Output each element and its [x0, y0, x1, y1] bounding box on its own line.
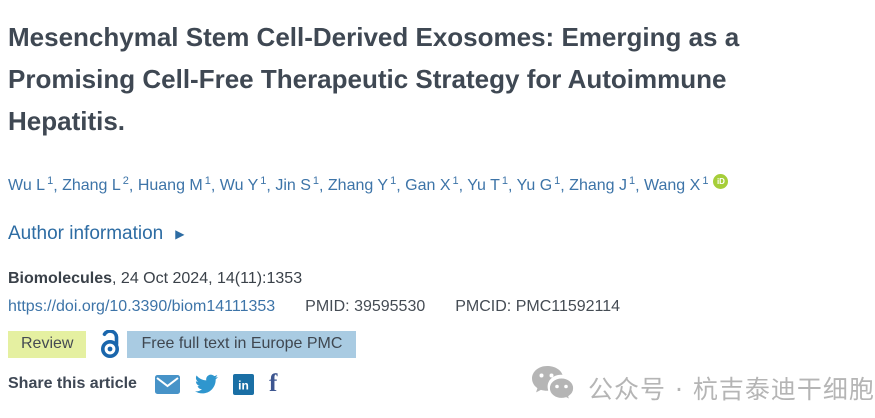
open-access-icon: [99, 330, 121, 359]
journal-name: Biomolecules: [8, 270, 113, 288]
share-label: Share this article: [8, 375, 137, 392]
free-full-text-link[interactable]: Free full text in Europe PMC: [127, 331, 357, 359]
author-affiliation-sup: 1: [452, 175, 459, 187]
article-title: Mesenchymal Stem Cell-Derived Exosomes: …: [8, 16, 867, 142]
author-separator: ,: [319, 177, 328, 195]
author-separator: ,: [266, 177, 276, 195]
author-affiliation-sup: 1: [312, 175, 320, 187]
review-badge: Review: [8, 331, 87, 359]
author-separator: ,: [458, 177, 468, 195]
watermark-text: 公众号 · 杭吉泰迪干细胞: [588, 375, 875, 404]
share-icons: in f: [154, 370, 278, 397]
article-title-line3: Hepatitis.: [8, 106, 126, 136]
identifiers-line: https://doi.org/10.3390/biom14111353 PMI…: [8, 298, 867, 316]
email-icon[interactable]: [154, 374, 180, 394]
badges-row: Review Free full text in Europe PMC: [8, 330, 867, 359]
author-separator: ,: [507, 177, 517, 195]
author-separator: ,: [560, 177, 570, 195]
chevron-right-icon: ▶: [175, 227, 185, 242]
author-affiliation-sup: 2: [122, 175, 129, 187]
linkedin-icon[interactable]: in: [232, 373, 254, 395]
author-separator: ,: [53, 177, 63, 195]
author-affiliation-sup: 1: [260, 175, 267, 187]
facebook-icon[interactable]: f: [268, 370, 278, 397]
author-separator: ,: [210, 177, 220, 195]
author-affiliation-sup: 1: [501, 175, 508, 187]
author-separator: ,: [128, 177, 138, 195]
author-separator: ,: [635, 177, 644, 195]
article-title-line1: Mesenchymal Stem Cell-Derived Exosomes: …: [8, 22, 740, 52]
share-row: Share this article in f: [8, 370, 278, 397]
author-affiliation-sup: 1: [702, 175, 709, 187]
facebook-glyph: f: [268, 370, 278, 397]
doi-link[interactable]: https://doi.org/10.3390/biom14111353: [8, 298, 276, 316]
citation-line: Biomolecules, 24 Oct 2024, 14(11):1353: [8, 270, 867, 288]
author-affiliation-sup: 1: [628, 175, 636, 187]
twitter-icon[interactable]: [194, 374, 218, 394]
author-information-toggle[interactable]: Author information ▶: [8, 223, 867, 245]
author-separator: ,: [396, 177, 406, 195]
wechat-icon: [530, 364, 576, 412]
author-affiliation-sup: 1: [390, 175, 397, 187]
pmid-value: PMID: 39595530: [305, 298, 426, 316]
linkedin-glyph: in: [238, 378, 249, 392]
author-information-label: Author information: [8, 223, 164, 245]
watermark: 公众号 · 杭吉泰迪干细胞: [530, 364, 875, 412]
pmcid-value: PMCID: PMC11592114: [455, 298, 621, 316]
citation-details: , 24 Oct 2024, 14(11):1353: [112, 270, 303, 288]
author-affiliation-sup: 1: [554, 175, 561, 187]
article-title-line2: Promising Cell-Free Therapeutic Strategy…: [8, 64, 727, 94]
author-affiliation-sup: 1: [204, 175, 211, 187]
orcid-icon[interactable]: iD: [713, 174, 729, 190]
author-affiliation-sup: 1: [47, 175, 54, 187]
